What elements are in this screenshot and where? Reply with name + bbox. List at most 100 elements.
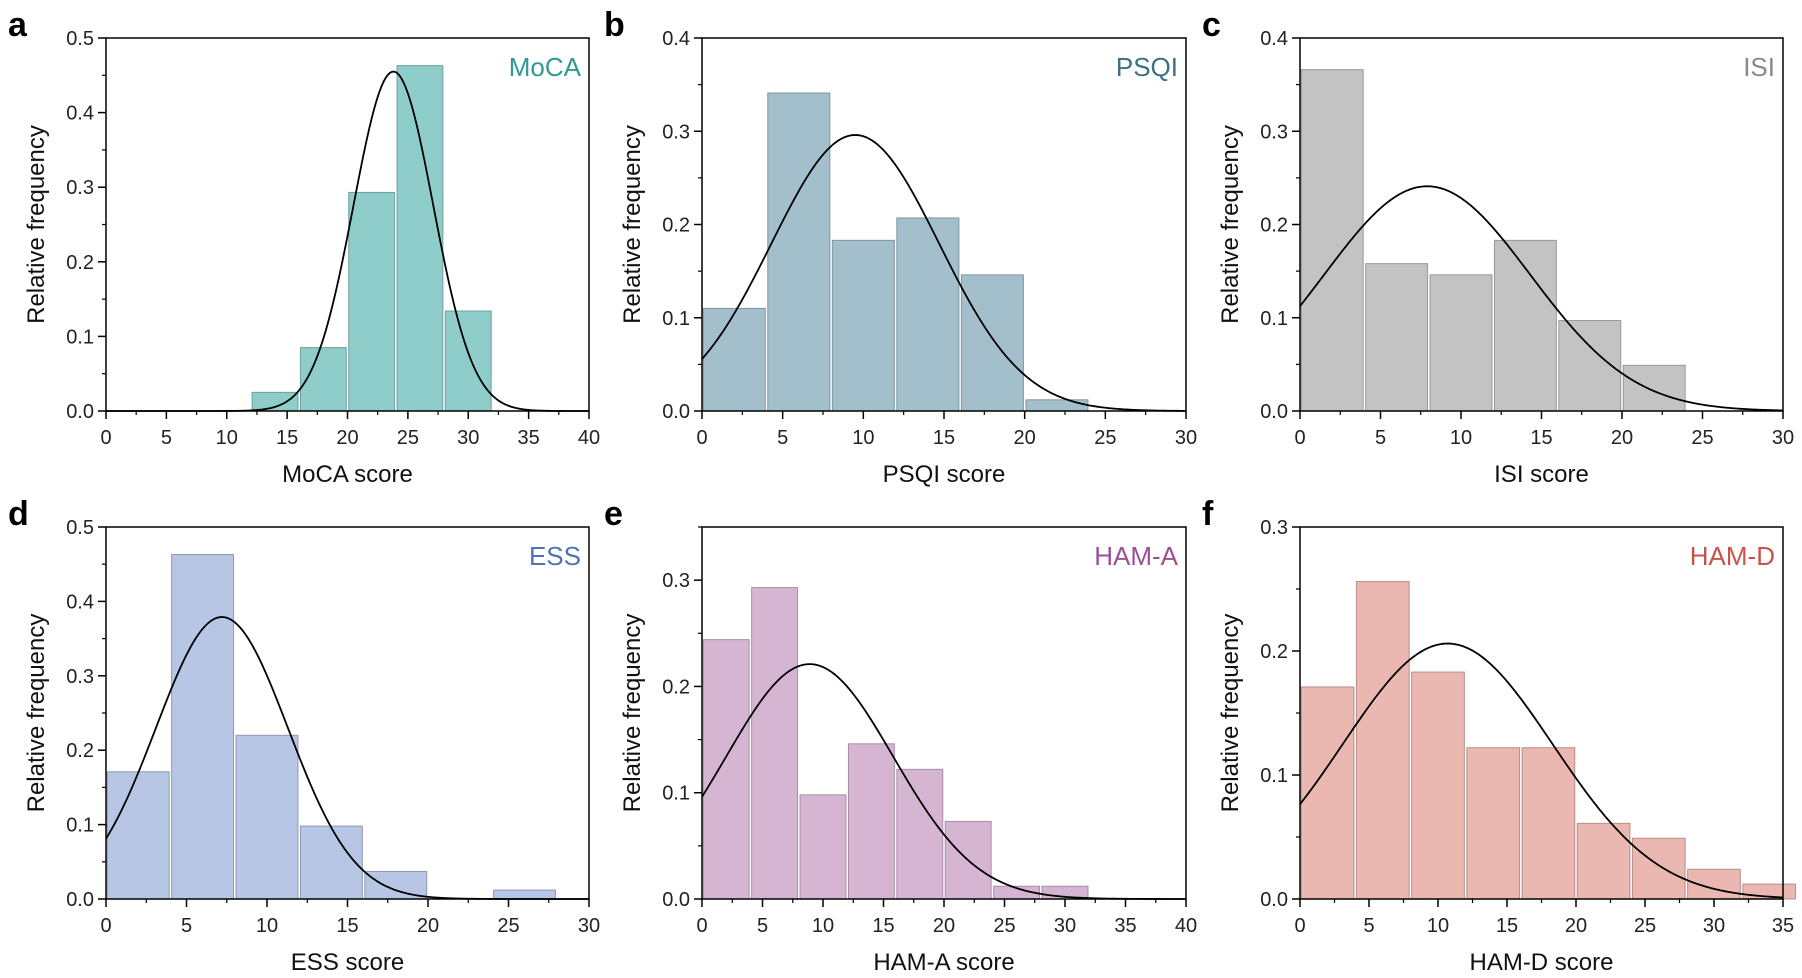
normal-fit-curve: [701, 134, 1187, 412]
x-tick-label: 25: [993, 915, 1015, 937]
x-tick-label: 0: [696, 427, 707, 449]
histogram-bar: [235, 734, 299, 900]
x-tick-label: 30: [457, 427, 479, 449]
histogram-bar: [847, 743, 895, 900]
y-tick-label: 0.0: [1260, 401, 1288, 423]
histogram-bar: [364, 870, 428, 900]
histogram-bar: [299, 347, 347, 412]
y-tick-label: 0.1: [1260, 308, 1288, 330]
y-tick-label: 0.2: [1260, 215, 1288, 237]
x-tick-label: 20: [1611, 427, 1633, 449]
y-tick-label: 0.1: [662, 783, 690, 805]
x-tick-label: 5: [181, 915, 192, 937]
x-tick-label: 10: [256, 915, 278, 937]
panel-letter: a: [8, 6, 28, 44]
x-tick-label: 25: [397, 427, 419, 449]
histogram-bar: [702, 639, 750, 900]
y-tick-label: 0.4: [662, 28, 690, 50]
y-tick-label: 0.5: [66, 28, 94, 50]
y-tick-label: 0.4: [1260, 28, 1288, 50]
x-tick-label: 5: [1363, 915, 1374, 937]
x-tick-label: 20: [1565, 915, 1587, 937]
x-axis-title: ESS score: [291, 949, 404, 976]
y-tick-label: 0.0: [66, 401, 94, 423]
panel-letter: b: [604, 6, 625, 44]
x-tick-label: 0: [1294, 427, 1305, 449]
x-tick-label: 10: [216, 427, 238, 449]
x-tick-label: 15: [276, 427, 298, 449]
histogram-bar: [896, 217, 960, 412]
panel-letter: f: [1202, 495, 1214, 533]
y-tick-label: 0.0: [66, 889, 94, 911]
x-tick-label: 30: [578, 915, 600, 937]
histogram-bar: [1411, 671, 1465, 900]
panel-title: HAM-A: [1094, 541, 1178, 571]
x-axis-title: MoCA score: [282, 461, 413, 488]
y-tick-label: 0.2: [1260, 641, 1288, 663]
histogram-bar: [702, 307, 766, 412]
x-tick-label: 10: [1427, 915, 1449, 937]
x-tick-label: 20: [1014, 427, 1036, 449]
y-tick-label: 0.3: [662, 570, 690, 592]
histogram-bar: [493, 889, 557, 900]
x-tick-label: 0: [696, 915, 707, 937]
panel-title: MoCA: [509, 52, 582, 82]
panel-letter: e: [604, 495, 623, 533]
y-tick-label: 0.0: [662, 889, 690, 911]
y-tick-label: 0.3: [1260, 517, 1288, 539]
panel-b: 0 5 10 15 20 25 30 0.0 0.1 0.2 0.3 0.4 PSQI score Rel…: [604, 6, 1197, 488]
y-tick-label: 0.1: [1260, 765, 1288, 787]
x-tick-label: 10: [812, 915, 834, 937]
y-tick-label: 0.3: [66, 666, 94, 688]
x-axis-title: HAM-A score: [873, 949, 1014, 976]
y-axis-title: Relative frequency: [23, 614, 50, 813]
x-tick-label: 30: [1703, 915, 1725, 937]
x-tick-label: 25: [497, 915, 519, 937]
x-tick-label: 5: [757, 915, 768, 937]
y-tick-label: 0.1: [662, 308, 690, 330]
y-tick-label: 0.1: [66, 815, 94, 837]
histogram-bar: [1521, 747, 1576, 900]
y-tick-label: 0.0: [662, 401, 690, 423]
panel-letter: c: [1202, 6, 1221, 44]
histogram-bar: [171, 554, 235, 900]
panel-f: 0 5 10 15 20 25 30 35 0.0 0.1 0.2 0.3 HAM-D score Rel…: [1202, 495, 1797, 976]
x-tick-label: 5: [161, 427, 172, 449]
normal-fit-curve: [1299, 642, 1784, 899]
histogram-bar: [1576, 822, 1631, 900]
y-axis-title: Relative frequency: [1217, 614, 1244, 813]
y-axis-title: Relative frequency: [619, 125, 646, 324]
x-tick-label: 20: [336, 427, 358, 449]
x-tick-label: 30: [1772, 427, 1794, 449]
histogram-bar: [767, 92, 831, 412]
histogram-bar: [1365, 263, 1429, 412]
x-tick-label: 35: [1114, 915, 1136, 937]
panel-letter: d: [8, 495, 29, 533]
normal-fit-curve: [1299, 185, 1784, 412]
x-tick-label: 40: [1175, 915, 1197, 937]
histogram-bar: [1631, 837, 1686, 900]
x-tick-label: 15: [336, 915, 358, 937]
y-tick-label: 0.4: [66, 591, 94, 613]
x-tick-label: 40: [578, 427, 600, 449]
x-tick-label: 25: [1691, 427, 1713, 449]
y-tick-label: 0.5: [66, 517, 94, 539]
histogram-bar: [1355, 581, 1410, 900]
x-tick-label: 10: [1450, 427, 1472, 449]
histogram-bar: [299, 825, 363, 900]
x-axis-title: ISI score: [1494, 461, 1589, 488]
panel-title: ESS: [529, 541, 581, 571]
y-tick-label: 0.0: [1260, 889, 1288, 911]
x-tick-label: 20: [933, 915, 955, 937]
y-tick-label: 0.2: [662, 676, 690, 698]
x-tick-label: 20: [417, 915, 439, 937]
histogram-bar: [348, 191, 396, 412]
histogram-bar: [1300, 69, 1364, 412]
x-tick-label: 15: [1530, 427, 1552, 449]
x-tick-label: 25: [1634, 915, 1656, 937]
histogram-bar: [1429, 274, 1493, 412]
y-tick-label: 0.2: [66, 740, 94, 762]
panel-a: 0 5 10 15 20 25 30 35 40 0.0 0.1 0.2 0.3 0.4 0.5 MoCA s…: [8, 6, 600, 488]
histogram-bar: [960, 274, 1024, 412]
